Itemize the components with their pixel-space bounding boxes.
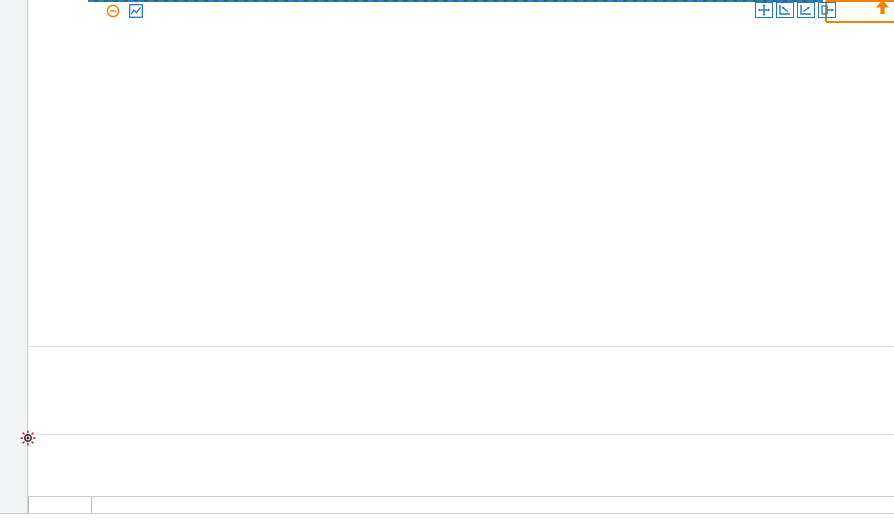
x-axis-band [0,496,894,514]
indicator-toolbar [0,513,894,530]
axis-scale-left-icon[interactable] [776,2,794,18]
last-price-tag [825,0,894,23]
last-price-dashed-line [88,0,823,2]
right-price-axis [826,0,894,530]
price-up-arrow-icon[interactable] [875,0,890,17]
alert-icon[interactable] [19,429,37,450]
left-sidebar [0,0,28,530]
pan-exit-icon[interactable] [818,2,836,18]
left-price-axis [28,0,85,530]
chart-header [88,3,161,19]
collapse-icon[interactable] [106,4,120,18]
axis-scale-right-icon[interactable] [797,2,815,18]
pane-separator [28,346,894,347]
crosshair-tool-icon[interactable] [755,2,773,18]
period-selector-tab[interactable] [28,497,92,514]
indicator-chart-icon[interactable] [129,4,143,18]
pane-separator [28,434,894,435]
chart-tool-icons [755,2,836,18]
